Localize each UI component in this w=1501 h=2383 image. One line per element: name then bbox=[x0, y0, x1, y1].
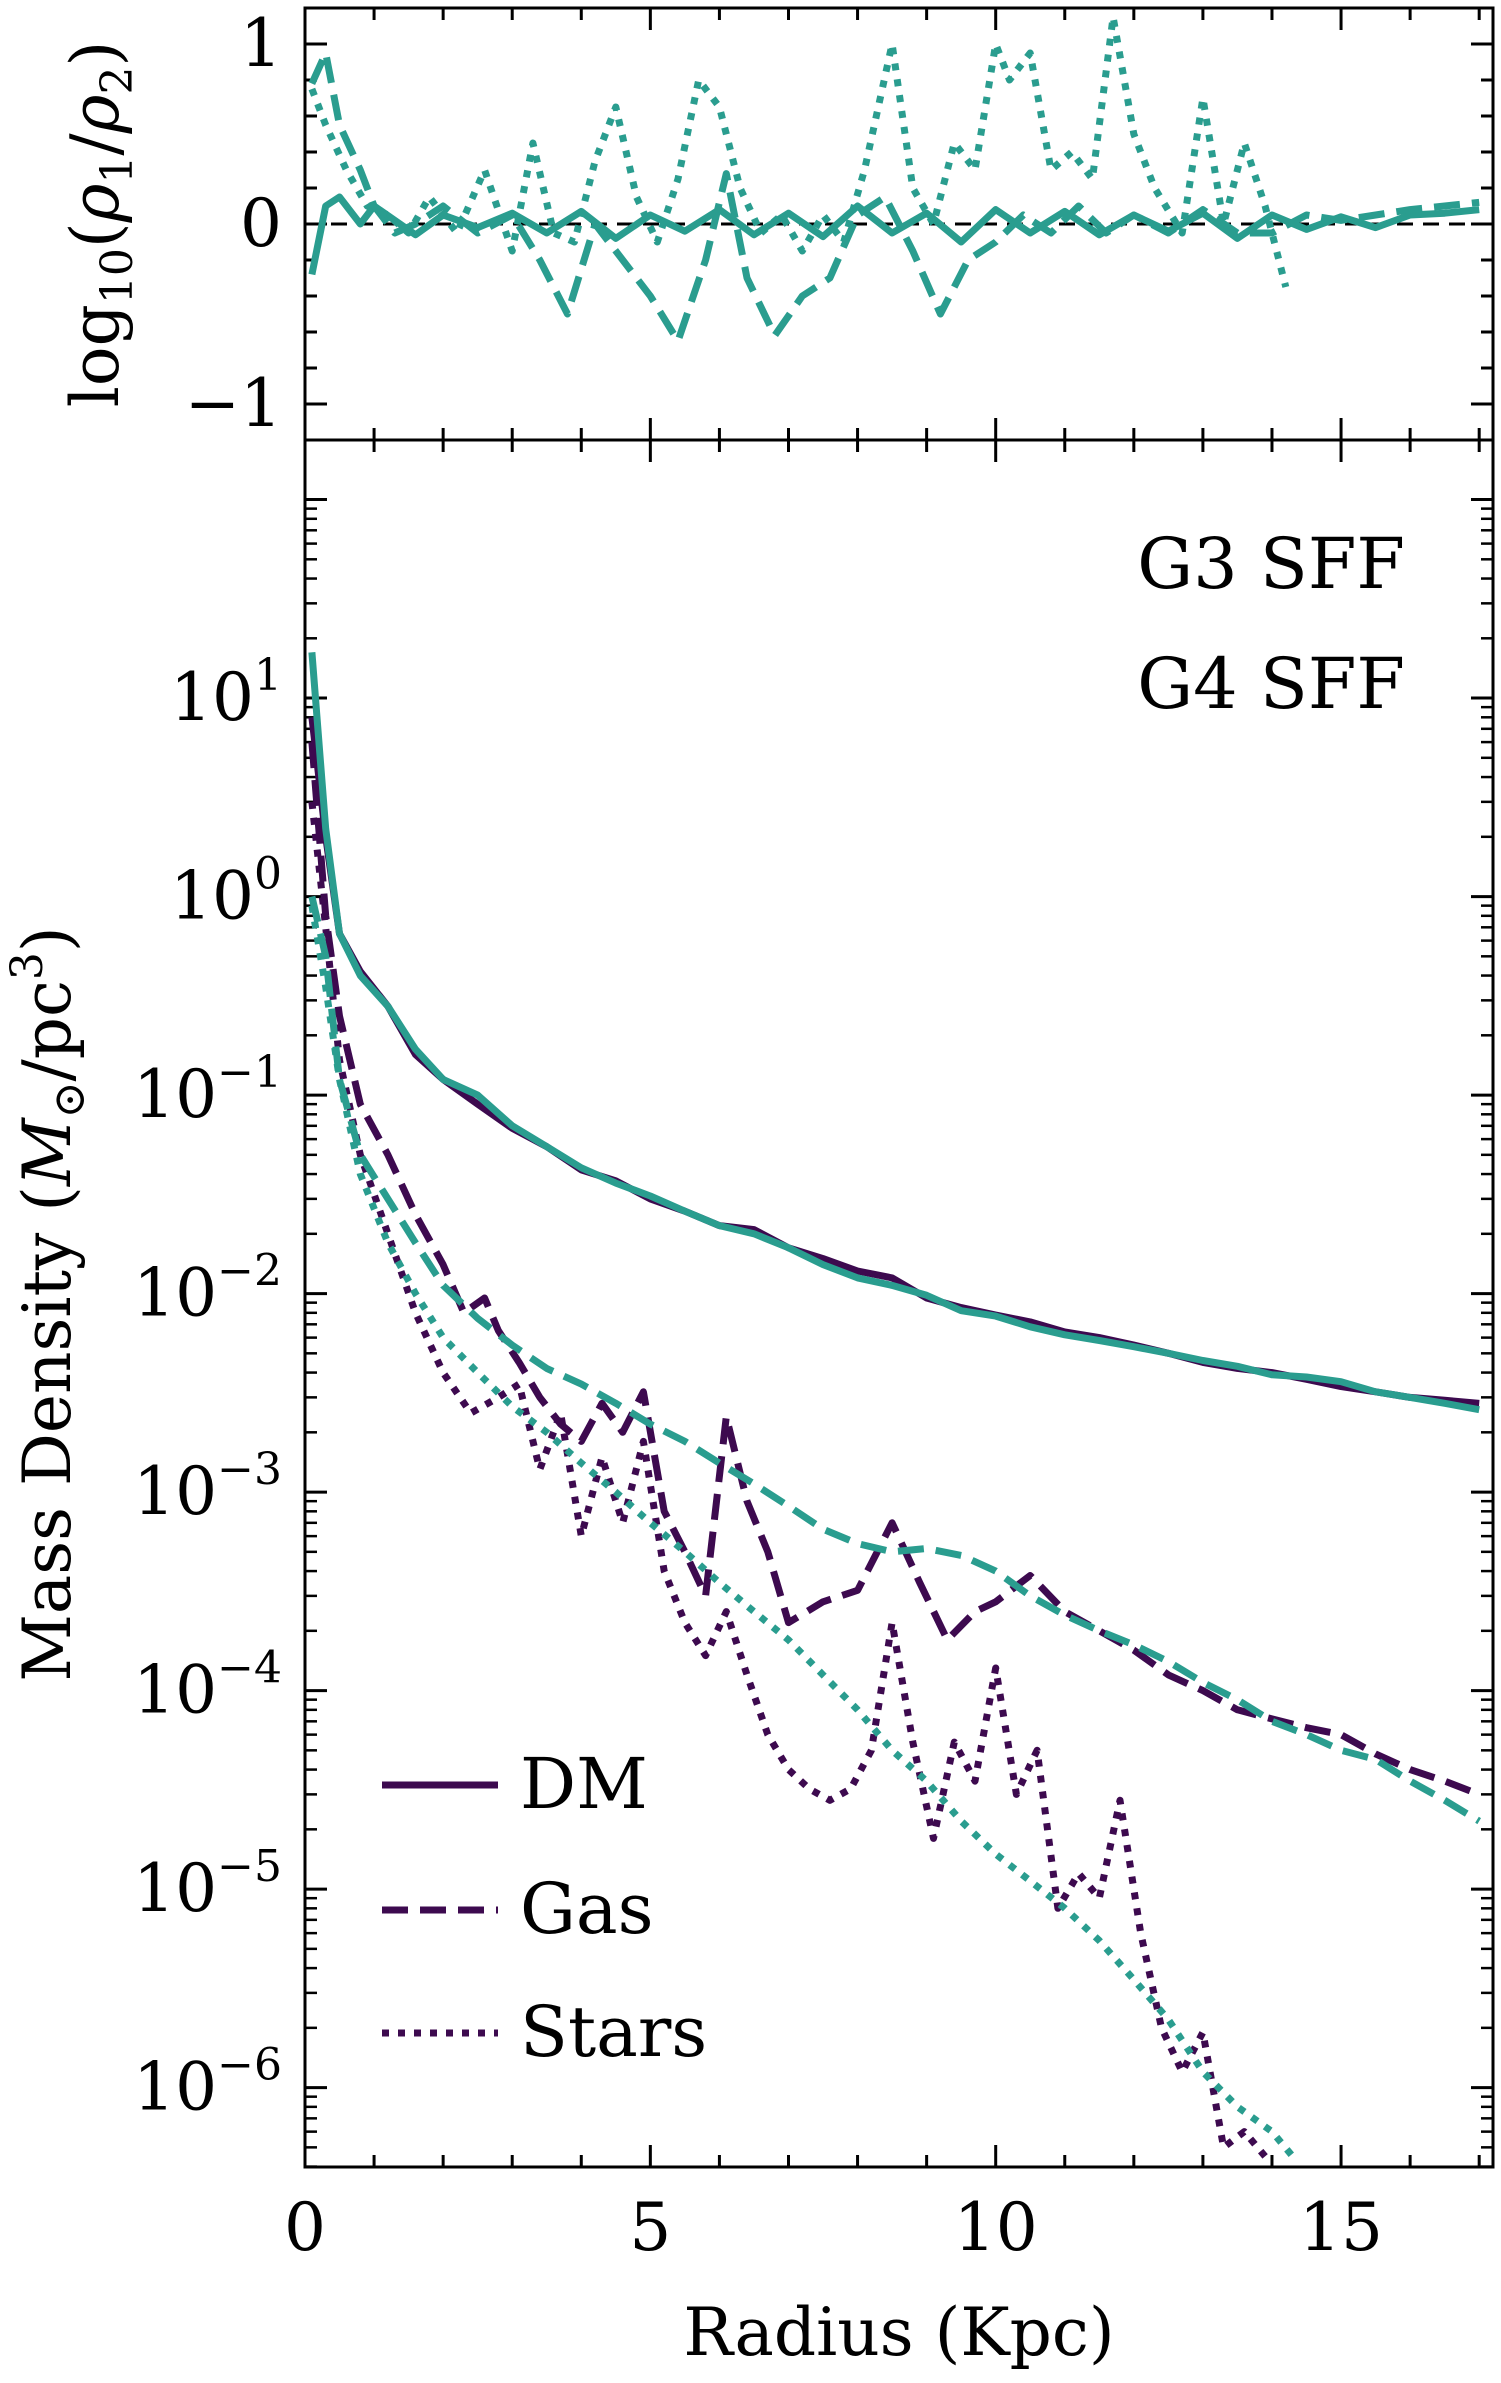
top-series-stars bbox=[308, 13, 1290, 288]
top-ytick-labels: −1 0 1 bbox=[185, 5, 282, 442]
bottom-ytick-label-base: 10 bbox=[133, 2049, 217, 2126]
bottom-ylabel-exp: 3 bbox=[2, 952, 53, 980]
bottom-series-group bbox=[308, 652, 1482, 2159]
top-ylabel-rho2-sub: 2 bbox=[92, 67, 143, 95]
series-g4-sff-stars bbox=[308, 905, 1296, 2159]
bottom-ytick-label-exp: −5 bbox=[217, 1841, 282, 1892]
bottom-ytick-label-base: 10 bbox=[133, 1453, 217, 1530]
top-ylabel-close: ) bbox=[57, 41, 134, 67]
top-ytick-label: −1 bbox=[185, 365, 282, 442]
top-ylabel: log10(ρ1/ρ2) bbox=[57, 41, 143, 407]
top-series-gas bbox=[308, 49, 1480, 345]
bottom-ylabel-main: Mass Density ( bbox=[9, 1186, 86, 1682]
series-g3-sff-stars bbox=[308, 801, 1268, 2159]
bottom-ylabel-unit: /pc bbox=[9, 980, 86, 1081]
top-ytick-label: 1 bbox=[240, 5, 282, 82]
series-g3-sff-gas bbox=[308, 741, 1481, 1798]
bottom-ylabel-sun: ⊙ bbox=[44, 1082, 95, 1119]
legend-gas-label: Gas bbox=[520, 1868, 654, 1950]
bottom-ytick-label-exp: −1 bbox=[217, 1047, 282, 1098]
bottom-ytick-label-exp: −4 bbox=[217, 1643, 282, 1694]
bottom-ytick-label: 101 bbox=[170, 650, 282, 736]
top-ylabel-log: log bbox=[57, 304, 134, 407]
bottom-ylabel: Mass Density (M⊙/pc3) bbox=[2, 926, 95, 1681]
bottom-ytick-label: 10−3 bbox=[133, 1444, 282, 1530]
bottom-ytick-label: 10−5 bbox=[133, 1841, 282, 1927]
top-series-dm bbox=[308, 193, 1480, 276]
legend: DM Gas Stars bbox=[382, 1743, 707, 2073]
bottom-ytick-label-base: 10 bbox=[133, 1850, 217, 1927]
bottom-ylabel-close: ) bbox=[9, 926, 86, 952]
series-g4-sff-gas bbox=[308, 895, 1482, 1825]
bottom-ticks bbox=[303, 440, 1493, 2168]
top-ylabel-log-sub: 10 bbox=[92, 248, 143, 304]
top-ylabel-open: ( bbox=[57, 222, 134, 248]
bottom-panel-frame bbox=[303, 438, 1495, 2169]
bottom-ytick-label-base: 10 bbox=[133, 1056, 217, 1133]
bottom-ytick-label: 10−4 bbox=[133, 1643, 282, 1729]
bottom-ytick-label-base: 10 bbox=[133, 1255, 217, 1332]
bottom-xlabel: Radius (Kpc) bbox=[683, 2294, 1114, 2371]
bottom-xtick-label: 0 bbox=[284, 2189, 326, 2266]
bottom-ytick-label-exp: 0 bbox=[254, 849, 282, 900]
top-panel: −101 log10(ρ1/ρ2) bbox=[57, 5, 1495, 442]
annotation-g4-sff: G4 SFF bbox=[1137, 643, 1405, 725]
bottom-ytick-label-exp: 1 bbox=[254, 650, 282, 701]
bottom-ytick-label-exp: −6 bbox=[217, 2040, 282, 2091]
top-ylabel-slash: / bbox=[57, 133, 134, 156]
bottom-ytick-label-base: 10 bbox=[170, 659, 254, 736]
bottom-xtick-labels: 0 5 10 15 bbox=[284, 2189, 1383, 2266]
series-g4-sff-dm bbox=[308, 652, 1480, 1414]
top-ytick-label: 0 bbox=[240, 185, 282, 262]
bottom-ytick-label-base: 10 bbox=[170, 858, 254, 935]
bottom-ylabel-m: M bbox=[9, 1117, 86, 1187]
bottom-ytick-label: 10−2 bbox=[133, 1246, 282, 1332]
bottom-ytick-label: 10−1 bbox=[133, 1047, 282, 1133]
bottom-xtick-label: 15 bbox=[1299, 2189, 1383, 2266]
top-ylabel-rho1: ρ bbox=[57, 183, 134, 223]
bottom-ytick-label: 100 bbox=[170, 849, 282, 935]
top-ylabel-rho1-sub: 1 bbox=[92, 156, 143, 184]
legend-stars-label: Stars bbox=[520, 1991, 707, 2073]
bottom-ytick-label: 10−6 bbox=[133, 2040, 282, 2126]
bottom-xtick-label: 5 bbox=[629, 2189, 671, 2266]
bottom-ytick-label-exp: −2 bbox=[217, 1246, 282, 1297]
legend-dm-label: DM bbox=[520, 1743, 648, 1825]
bottom-xtick-label: 10 bbox=[954, 2189, 1038, 2266]
top-ylabel-rho2: ρ bbox=[57, 94, 134, 134]
bottom-ytick-label-base: 10 bbox=[133, 1652, 217, 1729]
bottom-ytick-label-exp: −3 bbox=[217, 1444, 282, 1495]
top-series-group bbox=[308, 13, 1480, 345]
annotation-g3-sff: G3 SFF bbox=[1137, 523, 1405, 605]
